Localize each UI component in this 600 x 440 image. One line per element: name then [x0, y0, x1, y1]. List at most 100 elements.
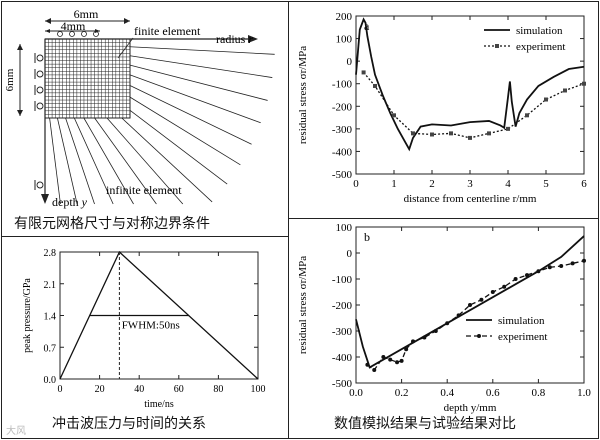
x-tick-label: 0.4 [440, 387, 454, 399]
y-tick-label: 0.7 [44, 343, 57, 354]
x-tick-label: 0.2 [395, 387, 409, 399]
dim-4mm-arrow-right [95, 29, 100, 33]
y-tick-label: -500 [332, 169, 353, 181]
roller-circle [93, 31, 99, 37]
infinite-element-ray [129, 64, 268, 101]
legend-marker-experiment [477, 334, 481, 338]
x-tick-label: 80 [213, 384, 223, 395]
x-tick-label: 0 [58, 384, 63, 395]
roller-circle [81, 31, 87, 37]
roller-circle [36, 86, 44, 94]
watermark: 大风 [6, 426, 26, 437]
dim-side-arrow-top [17, 44, 23, 50]
data-point-experiment [445, 321, 450, 326]
x-tick-label: 3 [467, 178, 473, 190]
roller-supports [34, 31, 99, 190]
data-point-experiment [430, 132, 434, 137]
data-point-experiment [404, 347, 409, 352]
data-point-experiment [582, 258, 586, 263]
data-point-experiment [381, 355, 386, 359]
infinite-element-ray [73, 117, 114, 205]
roller-circle [69, 31, 75, 37]
data-point-experiment [479, 297, 484, 302]
data-point-experiment [525, 273, 529, 278]
series-line-simulation [355, 235, 585, 369]
x-tick-label: 20 [95, 384, 105, 395]
y-tick-label: 0 [347, 56, 353, 68]
x-tick-label: 0.6 [486, 387, 500, 399]
x-axis-label: time/ns [144, 399, 174, 410]
data-point-experiment [399, 358, 404, 363]
data-point-experiment [392, 113, 396, 118]
x-tick-label: 0.8 [532, 387, 546, 399]
y-tick-label: 0 [347, 248, 353, 260]
roller-circle [57, 31, 63, 37]
infinite-element-ray [129, 96, 241, 166]
dim-side-label: 6mm [4, 68, 16, 91]
x-tick-label: 2 [429, 178, 435, 190]
data-point-experiment [582, 81, 586, 86]
data-point-experiment [422, 335, 427, 340]
x-tick-label: 0.0 [349, 387, 363, 399]
x-tick-label: 0 [353, 178, 359, 190]
data-point-experiment [570, 261, 575, 266]
data-point-experiment [433, 329, 438, 333]
radius-label: radius r [216, 32, 253, 46]
infinite-element-ray [83, 117, 134, 205]
data-point-experiment [365, 362, 370, 367]
x-tick-label: 6 [581, 178, 587, 190]
data-point-experiment [536, 269, 541, 274]
panel-label: b [364, 230, 370, 244]
infinite-element-ray [129, 55, 273, 78]
depth-arrow [41, 194, 49, 204]
roller-circle [36, 181, 44, 189]
y-axis-label: residual stress σr/MPa [297, 256, 309, 354]
caption-mesh: 有限元网格尺寸与对称边界条件 [14, 216, 210, 232]
caption-pressure: 冲击波压力与时间的关系 [52, 416, 206, 432]
y-tick-label: -400 [332, 352, 353, 364]
depth-label: depth y [52, 195, 88, 209]
y-tick-label: -200 [332, 300, 353, 312]
x-tick-label: 100 [251, 384, 266, 395]
dim-arrow-right [124, 18, 130, 24]
dim-4mm-arrow-left [45, 29, 50, 33]
infinite-label: infinite element [106, 183, 182, 197]
left-divider [1, 236, 289, 237]
y-tick-label: 0.0 [44, 375, 57, 386]
finite-label: finite element [134, 24, 201, 38]
legend-label-experiment: experiment [516, 41, 565, 53]
x-tick-label: 40 [134, 384, 144, 395]
right-divider [289, 218, 598, 219]
y-tick-label: -300 [332, 124, 353, 136]
y-tick-label: 1.4 [44, 312, 57, 323]
y-tick-label: -300 [332, 326, 353, 338]
infinite-element-ray [94, 117, 157, 205]
infinite-element-ray [129, 46, 275, 55]
data-point-experiment [373, 83, 377, 88]
infinite-element-ray [57, 117, 78, 205]
data-point-experiment [502, 284, 507, 289]
y-tick-label: -400 [332, 146, 353, 158]
x-tick-label: 1 [391, 178, 397, 190]
y-axis-label: residual stress σr/MPa [297, 46, 309, 144]
data-point-experiment [559, 264, 564, 268]
series-line-experiment [367, 260, 585, 371]
data-point-experiment [361, 70, 366, 75]
data-point-experiment [490, 290, 495, 294]
legend-label-experiment: experiment [498, 331, 547, 343]
y-tick-label: 2.1 [44, 280, 57, 291]
legend-marker-experiment [495, 44, 499, 48]
x-tick-label: 4 [505, 178, 511, 190]
legend-label-simulation: simulation [516, 25, 563, 37]
vertical-divider [288, 1, 289, 438]
y-tick-label: 200 [336, 11, 353, 23]
radius-arrow [248, 35, 258, 43]
y-tick-label: 100 [336, 34, 353, 46]
x-axis-label: distance from centerline r/mm [404, 193, 537, 205]
infinite-element-ray [49, 117, 61, 205]
